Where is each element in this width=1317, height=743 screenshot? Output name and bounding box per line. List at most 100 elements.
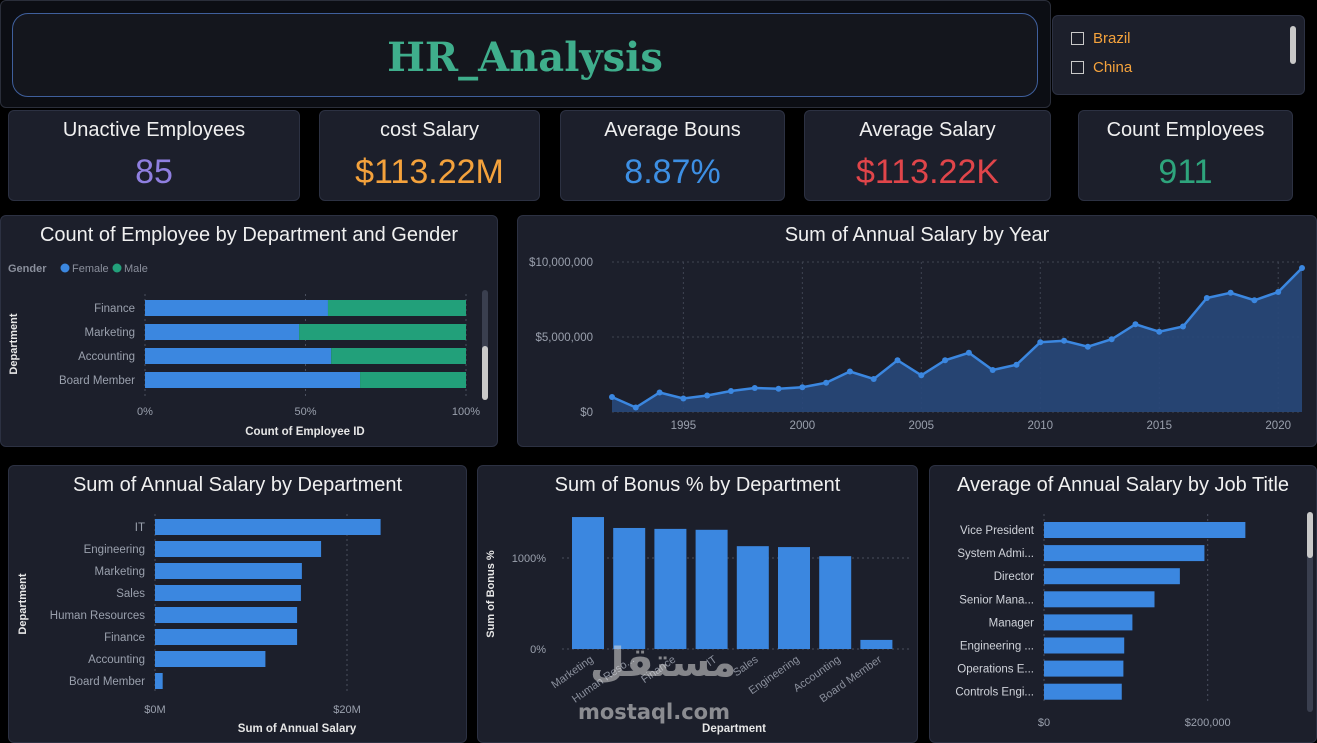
bar [1044,591,1155,608]
y-tick-label: Accounting [78,351,135,363]
data-point [965,349,972,356]
x-tick-label: 2005 [909,420,935,432]
slicer-scrollbar[interactable] [1290,26,1296,64]
y-tick-label: Controls Engi... [955,687,1034,699]
chart-panel-salary-year: Sum of Annual Salary by Year $0 $5,000,00… [517,215,1317,447]
y-tick-label: Accounting [88,654,145,666]
bar [155,519,381,535]
kpi-label: Average Salary [859,119,996,141]
bar-segment [145,300,328,316]
y-tick-label: Operations E... [957,664,1034,676]
data-point [1203,295,1210,301]
bar [1044,660,1124,677]
x-tick-label: 0% [137,406,153,418]
slicer-item-brazil[interactable]: Brazil [1071,30,1131,47]
x-tick-label: 2015 [1146,420,1172,432]
y-axis-title: Sum of Bonus % [485,550,497,638]
chart-salary-dept: IT Engineering Marketing Sales Human Resourc… [17,514,381,735]
kpi-card-average-bonus: Average Bouns 8.87% [560,110,785,201]
data-point [1084,343,1091,350]
data-point [1013,361,1020,368]
bar-segment [331,348,466,364]
bar [572,517,604,649]
y-tick-label: Marketing [85,327,136,339]
chart-salary-year: $0 $5,000,000 $10,000,000 1995 2000 2005 2010 2… [529,257,1305,432]
y-tick-label: Sales [116,588,145,600]
y-tick-label: $0 [580,407,593,419]
series-line [611,267,1303,409]
bar [695,529,728,649]
slicer-item-china[interactable]: China [1071,59,1132,76]
bar [654,528,687,649]
checkbox[interactable] [1071,61,1084,74]
scrollbar-thumb[interactable] [1307,512,1313,558]
y-tick-label: Manager [989,617,1035,629]
checkbox[interactable] [1071,32,1084,45]
chart-title: Count of Employee by Department and Gend… [39,224,459,246]
bar-segment [145,372,361,388]
bar [819,556,852,649]
data-point [823,379,830,386]
scrollbar-thumb[interactable] [482,346,488,400]
y-tick-label: Vice President [960,525,1035,537]
data-point [1037,339,1044,346]
kpi-label: Average Bouns [604,119,741,141]
chart-title: Sum of Annual Salary by Department [72,474,403,496]
data-point [1275,289,1282,295]
legend-label: Male [124,263,148,275]
data-point [1180,323,1187,330]
kpi-card-unactive: Unactive Employees 85 [8,110,300,201]
chart-title: Sum of Bonus % by Department [554,474,841,496]
y-tick-label: $5,000,000 [535,332,593,344]
chart-scrollbar[interactable] [482,290,488,400]
y-tick-label: Engineering [84,544,145,556]
bar [778,547,810,649]
kpi-value: $113.22K [855,153,1000,191]
kpi-card-count-employees: Count Employees 911 [1078,110,1293,201]
kpi-value: 911 [1158,153,1213,191]
y-tick-label: 1000% [512,553,546,565]
chart-panel-dept-gender: Count of Employee by Department and Gend… [0,215,498,447]
data-point [894,357,901,364]
data-point [1251,297,1258,304]
x-tick-label: 100% [452,406,480,418]
data-point [918,372,925,379]
header-container: HR_Analysis [0,0,1051,108]
data-point [942,357,949,364]
country-slicer[interactable]: Brazil China [1052,15,1305,95]
bar [155,585,301,601]
data-point [751,385,758,391]
bar [1044,568,1180,585]
x-tick-label: 2020 [1265,420,1291,432]
data-point [632,404,639,411]
legend-label: Female [72,263,109,275]
y-tick-label: Senior Mana... [959,594,1034,606]
bar [1044,683,1122,700]
x-axis-title: Count of Employee ID [245,426,364,438]
legend-marker [112,263,122,273]
bar [1044,545,1205,562]
y-axis-title: Department [17,573,29,634]
x-tick-label: $200,000 [1185,717,1231,729]
bar-segment [145,348,332,364]
bar-segment [299,324,466,340]
chart-panel-salary-dept: Sum of Annual Salary by Department IT Eng… [8,465,467,743]
data-point [656,389,663,396]
kpi-label: Count Employees [1106,119,1265,141]
y-tick-label: Board Member [59,375,135,387]
y-tick-label: Director [994,571,1034,583]
data-point [1156,328,1163,335]
y-tick-label: IT [135,522,145,534]
y-tick-label: System Admi... [957,548,1034,560]
bar-segment [360,372,466,388]
x-tick-label: 50% [294,406,316,418]
chart-scrollbar[interactable] [1307,512,1313,712]
kpi-card-cost-salary: cost Salary $113.22M [319,110,540,201]
chart-salary-job: Vice President System Admi... Director Seni… [955,514,1246,729]
kpi-label: Unactive Employees [62,119,246,141]
x-tick-label: 2010 [1027,420,1053,432]
y-tick-label: Human Resources [50,610,145,622]
x-tick-label: $0 [1038,717,1050,729]
x-axis-title: Sum of Annual Salary [238,723,357,735]
chart-title: Average of Annual Salary by Job Title [956,474,1290,496]
